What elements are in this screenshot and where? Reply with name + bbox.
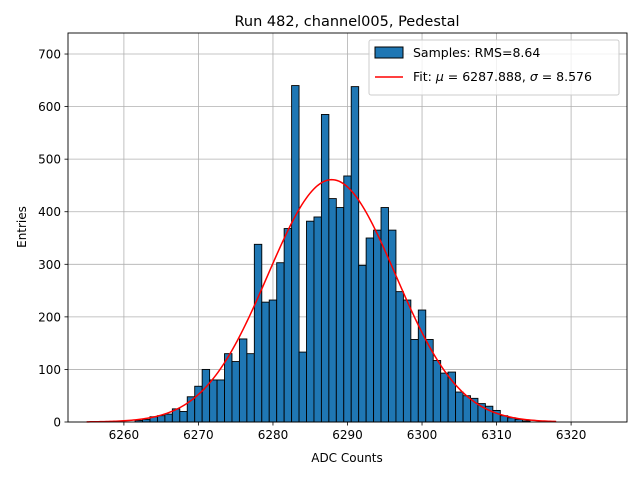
x-tick-label: 6320	[556, 428, 587, 442]
histogram-bar	[179, 411, 188, 423]
histogram-bar	[201, 368, 211, 423]
x-tick-label: 6300	[407, 428, 438, 442]
chart-title: Run 482, channel005, Pedestal	[234, 14, 459, 30]
y-tick-label: 700	[38, 48, 61, 62]
y-tick-label: 0	[53, 416, 61, 430]
legend: Samples: RMS=8.64 Fit: μ = 6287.888, σ =…	[368, 39, 620, 96]
y-tick-label: 400	[38, 205, 61, 219]
x-tick-label: 6290	[332, 428, 363, 442]
histogram-bar	[283, 228, 293, 423]
legend-fit-mu-value: = 6287.888,	[444, 69, 530, 84]
histogram-bar	[164, 413, 173, 423]
y-axis-ticks: 0 100 200 300 400 500 600 700	[38, 48, 68, 430]
histogram-bar	[238, 338, 248, 423]
fit-curve-line	[86, 178, 557, 423]
histogram-bar	[335, 207, 345, 423]
histogram-bar	[462, 395, 471, 423]
legend-histogram-swatch	[374, 46, 404, 59]
histogram-bar	[402, 299, 412, 423]
histogram-bar	[432, 360, 442, 423]
histogram-bar	[216, 379, 225, 423]
histogram-bar	[253, 243, 263, 423]
histogram-bar	[365, 237, 375, 423]
histogram-bar	[291, 85, 300, 423]
histogram-bar	[373, 229, 382, 423]
histogram-bar	[440, 372, 449, 423]
legend-histogram-label: Samples: RMS=8.64	[413, 45, 540, 60]
histogram-bar	[410, 339, 419, 423]
y-tick-label: 300	[38, 258, 61, 272]
histogram-bar	[320, 114, 330, 423]
histogram-bar	[343, 175, 352, 423]
histogram-bar	[261, 301, 270, 423]
histogram-bar	[313, 216, 322, 423]
legend-fit-label: Fit: μ = 6287.888, σ = 8.576	[413, 69, 592, 84]
histogram-bar	[156, 415, 166, 423]
histogram-bars	[134, 85, 531, 423]
x-tick-label: 6260	[109, 428, 140, 442]
histogram-bar	[328, 198, 337, 423]
histogram-bar	[224, 353, 233, 423]
histogram-bar	[358, 264, 367, 423]
histogram-bar	[231, 361, 240, 423]
histogram-bar	[246, 353, 255, 423]
x-tick-label: 6270	[183, 428, 214, 442]
y-tick-label: 600	[38, 100, 61, 114]
legend-fit-prefix: Fit:	[413, 69, 436, 84]
x-axis-ticks: 6260 6270 6280 6290 6300 6310 6320	[109, 422, 587, 442]
histogram-bar	[268, 299, 278, 423]
x-tick-label: 6280	[258, 428, 289, 442]
legend-fit-sigma-symbol: σ	[530, 69, 539, 84]
histogram-bar	[395, 291, 404, 423]
histogram-bar	[298, 351, 307, 423]
histogram-bar	[455, 391, 464, 423]
y-tick-label: 200	[38, 310, 61, 324]
legend-fit-mu-symbol: μ	[435, 69, 444, 84]
histogram-bar	[380, 207, 389, 423]
y-tick-label: 100	[38, 363, 61, 377]
histogram-bar	[388, 229, 397, 423]
histogram-bar	[276, 262, 285, 423]
histogram-bar	[209, 379, 218, 423]
y-axis-label: Entries	[15, 206, 29, 248]
x-axis-label: ADC Counts	[311, 451, 383, 465]
legend-box	[368, 39, 620, 96]
y-tick-label: 500	[38, 153, 61, 167]
x-tick-label: 6310	[481, 428, 512, 442]
legend-fit-sigma-value: = 8.576	[538, 69, 592, 84]
histogram-bar	[306, 220, 315, 423]
histogram-bar	[350, 86, 360, 423]
